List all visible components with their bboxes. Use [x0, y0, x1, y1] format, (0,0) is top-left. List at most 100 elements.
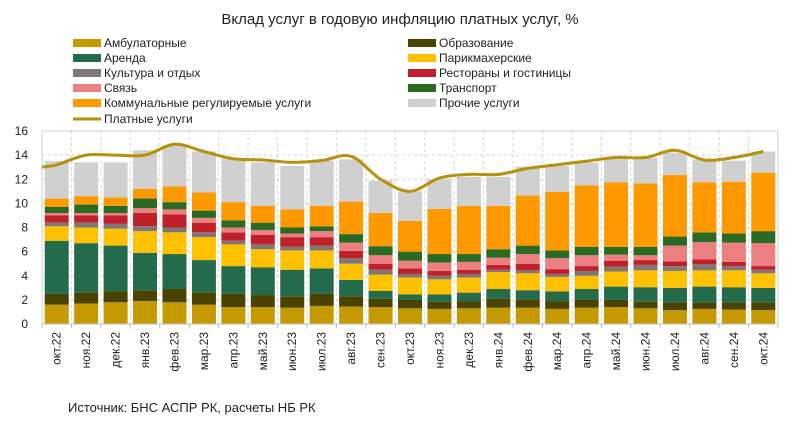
- bar-segment: [103, 197, 128, 206]
- bar-segment: [456, 205, 481, 255]
- x-tick-label: ноя.23: [432, 332, 446, 369]
- x-tick-label: июн.23: [285, 332, 299, 371]
- legend-label: Культура и отдых: [104, 66, 200, 80]
- bar-segment: [368, 298, 393, 308]
- bar-segment: [604, 307, 629, 324]
- bar-segment: [545, 258, 570, 270]
- bar-segment: [191, 210, 216, 218]
- bar-segment: [692, 264, 717, 271]
- bar-segment: [692, 286, 717, 303]
- bar-segment: [133, 252, 158, 291]
- bar-segment: [427, 301, 452, 309]
- bar-segment: [309, 205, 334, 227]
- bar-segment: [221, 266, 246, 294]
- bar-segment: [133, 198, 158, 209]
- bar-segment: [662, 310, 687, 324]
- chart-title: Вклад услуг в годовую инфляцию платных у…: [221, 11, 578, 28]
- bar-segment: [692, 159, 717, 183]
- bar-segment: [751, 302, 776, 311]
- bar-segment: [133, 301, 158, 324]
- bar-segment: [633, 255, 658, 261]
- bar-segment: [221, 293, 246, 308]
- x-tick-label: дек.22: [109, 332, 123, 368]
- bar-segment: [751, 243, 776, 267]
- bar-segment: [280, 209, 305, 228]
- bar-segment: [162, 227, 187, 233]
- bar-segment: [721, 181, 746, 234]
- y-tick-label: 2: [21, 293, 28, 307]
- legend-label: Коммунальные регулируемые услуги: [104, 96, 311, 110]
- bar-segment: [221, 232, 246, 241]
- bar-segment: [692, 232, 717, 242]
- legend-label: Рестораны и гостиницы: [439, 66, 571, 80]
- bar-segment: [545, 273, 570, 277]
- bar-segment: [751, 266, 776, 270]
- legend-label: Амбулаторные: [104, 36, 187, 50]
- legend-label: Транспорт: [439, 81, 497, 95]
- bar-segment: [427, 179, 452, 209]
- bar-segment: [133, 188, 158, 199]
- bar-segment: [339, 251, 364, 259]
- x-tick-label: авг.23: [344, 332, 358, 365]
- bar-segment: [309, 237, 334, 246]
- bar-segment: [574, 266, 599, 271]
- legend-label: Связь: [104, 81, 137, 95]
- bar-segment: [74, 213, 99, 216]
- bar-segment: [398, 191, 422, 221]
- bar-segment: [191, 222, 216, 233]
- bar-segment: [162, 232, 187, 255]
- bar-segment: [604, 260, 629, 267]
- bar-segment: [74, 303, 99, 324]
- legend-swatch: [408, 54, 436, 62]
- bar-segment: [280, 227, 305, 234]
- x-tick-label: май.23: [256, 332, 270, 371]
- bar-segment: [721, 270, 746, 288]
- bar-segment: [692, 241, 717, 260]
- bar-segment: [604, 286, 629, 300]
- bar-segment: [633, 157, 658, 184]
- bar-segment: [280, 296, 305, 308]
- bar-segment: [398, 220, 422, 252]
- bar-segment: [309, 160, 334, 206]
- x-tick-label: июл.24: [668, 332, 682, 371]
- bar-segment: [486, 249, 511, 258]
- paid-services-line-path: [41, 142, 764, 193]
- bar-segment: [721, 242, 746, 262]
- legend-swatch: [408, 39, 436, 47]
- bar-segment: [74, 292, 99, 304]
- bar-segment: [339, 234, 364, 243]
- bar-segment: [339, 296, 364, 307]
- bar-segment: [221, 220, 246, 228]
- bar-segment: [574, 289, 599, 300]
- bar-segment: [162, 289, 187, 303]
- bar-segment: [74, 222, 99, 228]
- bar-segment: [339, 242, 364, 252]
- bar-segment: [545, 191, 570, 251]
- bar-segment: [398, 260, 422, 269]
- bar-segment: [44, 222, 69, 227]
- x-tick-label: фев.23: [167, 332, 181, 372]
- x-tick-label: янв.23: [138, 332, 152, 369]
- bar-segment: [221, 240, 246, 245]
- bar-segment: [368, 290, 393, 299]
- bar-segment: [250, 162, 275, 206]
- bar-segment: [721, 309, 746, 324]
- x-tick-label: сен.23: [374, 332, 388, 368]
- x-tick-label: авг.24: [697, 332, 711, 365]
- legend-swatch: [73, 99, 101, 107]
- bar-segment: [133, 290, 158, 302]
- x-tick-label: июл.23: [315, 332, 329, 371]
- bar-segment: [604, 271, 629, 287]
- legend-swatch: [408, 84, 436, 92]
- bar-segment: [44, 304, 69, 324]
- bar-segment: [44, 206, 69, 214]
- bar-segment: [162, 202, 187, 210]
- bar-segment: [191, 260, 216, 293]
- bar-segment: [309, 250, 334, 269]
- bar-segment: [368, 269, 393, 275]
- bar-segment: [309, 305, 334, 324]
- bar-segment: [221, 202, 246, 221]
- bar-segment: [250, 234, 275, 245]
- bar-segment: [250, 295, 275, 308]
- bar-segment: [339, 306, 364, 324]
